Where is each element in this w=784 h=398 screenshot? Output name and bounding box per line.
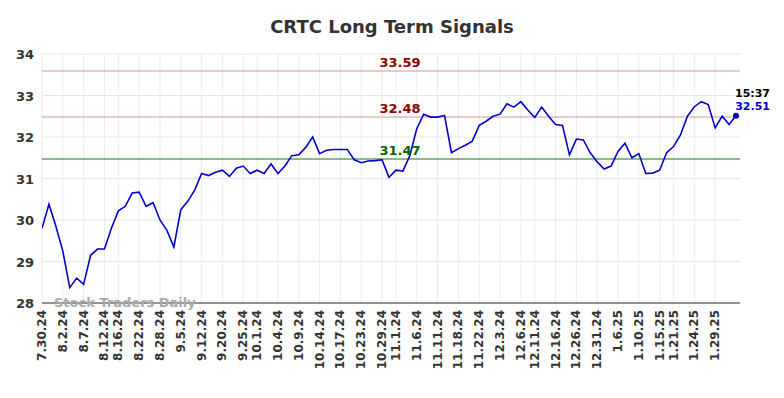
- price-line: [42, 102, 736, 288]
- x-tick-label: 12.11.24: [528, 310, 542, 369]
- x-grid-line: [340, 54, 341, 303]
- title: CRTC Long Term Signals: [270, 16, 514, 37]
- last-point: [733, 113, 739, 119]
- x-tick-label: 10.17.24: [333, 310, 347, 369]
- x-grid-line: [458, 54, 459, 303]
- x-grid-line: [416, 54, 417, 303]
- x-grid-line: [104, 54, 105, 303]
- x-tick-label: 12.3.24: [493, 310, 507, 361]
- reference-label: 31.47: [379, 143, 420, 158]
- x-grid-line: [180, 54, 181, 303]
- x-grid-line: [361, 54, 362, 303]
- x-tick-label: 9.20.24: [215, 310, 229, 361]
- x-tick-label: 1.10.25: [632, 310, 646, 361]
- x-grid-line: [62, 54, 63, 303]
- x-tick-label: 11.6.24: [410, 310, 424, 361]
- x-tick-label: 10.1.24: [250, 310, 264, 361]
- x-tick-label: 8.12.24: [97, 310, 111, 361]
- x-grid-line: [257, 54, 258, 303]
- x-tick-label: 10.9.24: [292, 310, 306, 361]
- x-grid-line: [139, 54, 140, 303]
- x-grid-line: [277, 54, 278, 303]
- x-grid-line: [222, 54, 223, 303]
- x-grid-line: [520, 54, 521, 303]
- x-grid-line: [159, 54, 160, 303]
- grid: [42, 54, 740, 303]
- x-tick-label: 11.11.24: [431, 310, 445, 369]
- y-grid-line: [42, 261, 740, 262]
- y-grid-line: [42, 178, 740, 179]
- x-grid-line: [479, 54, 480, 303]
- x-tick-label: 1.6.25: [611, 310, 625, 353]
- x-tick-label: 8.7.24: [77, 310, 91, 353]
- y-grid-line: [42, 95, 740, 96]
- x-tick-label: 8.22.24: [132, 310, 146, 361]
- x-tick-label: 10.4.24: [271, 310, 285, 361]
- x-grid-line: [673, 54, 674, 303]
- x-tick-label: 10.23.24: [354, 310, 368, 369]
- x-grid-line: [555, 54, 556, 303]
- x-tick-label: 1.21.25: [667, 310, 681, 361]
- y-tick-label: 30: [16, 213, 34, 228]
- x-grid-line: [597, 54, 598, 303]
- x-tick-label: 9.12.24: [195, 310, 209, 361]
- x-grid-line: [500, 54, 501, 303]
- reference-label: 33.59: [379, 55, 420, 70]
- x-tick-label: 1.15.25: [653, 310, 667, 361]
- x-tick-label: 8.2.24: [56, 310, 70, 353]
- x-tick-label: 12.26.24: [569, 310, 583, 369]
- y-tick-label: 34: [16, 47, 34, 62]
- x-grid-line: [638, 54, 639, 303]
- x-grid-line: [576, 54, 577, 303]
- y-tick-label: 28: [16, 296, 34, 311]
- chart: CRTC Long Term Signals 28 29 30 31 32 33 34 7.30…: [0, 0, 784, 398]
- x-grid-line: [382, 54, 383, 303]
- x-grid-line: [659, 54, 660, 303]
- y-grid-line: [42, 137, 740, 138]
- x-grid-line: [42, 54, 43, 303]
- x-tick-label: 9.5.24: [174, 310, 188, 353]
- x-grid-line: [201, 54, 202, 303]
- x-tick-label: 10.14.24: [313, 310, 327, 369]
- reference-line: [42, 70, 740, 72]
- x-tick-label: 8.16.24: [111, 310, 125, 361]
- x-tick-label: 1.24.25: [687, 310, 701, 361]
- x-grid-line: [534, 54, 535, 303]
- x-grid-line: [243, 54, 244, 303]
- x-grid-line: [298, 54, 299, 303]
- last-time: 15:37: [735, 87, 770, 100]
- x-tick-label: 12.31.24: [590, 310, 604, 369]
- reference-line: [42, 158, 740, 160]
- x-grid-line: [83, 54, 84, 303]
- reference-line: [42, 116, 740, 118]
- watermark: Stock Traders Daily: [54, 295, 196, 310]
- x-tick-label: 7.30.24: [35, 310, 49, 361]
- y-tick-label: 31: [16, 172, 34, 187]
- x-grid-line: [618, 54, 619, 303]
- x-tick-label: 9.25.24: [236, 310, 250, 361]
- last-value: 32.51: [735, 100, 770, 113]
- y-tick-label: 33: [16, 89, 34, 104]
- x-tick-label: 11.18.24: [451, 310, 465, 369]
- plot-area: [42, 71, 740, 288]
- x-grid-line: [715, 54, 716, 303]
- x-tick-label: 12.6.24: [514, 310, 528, 361]
- x-grid-line: [437, 54, 438, 303]
- x-tick-label: 10.29.24: [375, 310, 389, 369]
- x-grid-line: [118, 54, 119, 303]
- x-grid-line: [694, 54, 695, 303]
- y-tick-label: 29: [16, 255, 34, 270]
- reference-label: 32.48: [379, 101, 420, 116]
- y-grid-line: [42, 220, 740, 221]
- x-tick-label: 8.28.24: [153, 310, 167, 361]
- x-tick-label: 12.16.24: [549, 310, 563, 369]
- x-tick-label: 11.1.24: [389, 310, 403, 361]
- x-tick-label: 1.29.25: [708, 310, 722, 361]
- x-tick-label: 11.22.24: [472, 310, 486, 369]
- y-tick-label: 32: [16, 130, 34, 145]
- x-grid-line: [319, 54, 320, 303]
- x-grid-line: [395, 54, 396, 303]
